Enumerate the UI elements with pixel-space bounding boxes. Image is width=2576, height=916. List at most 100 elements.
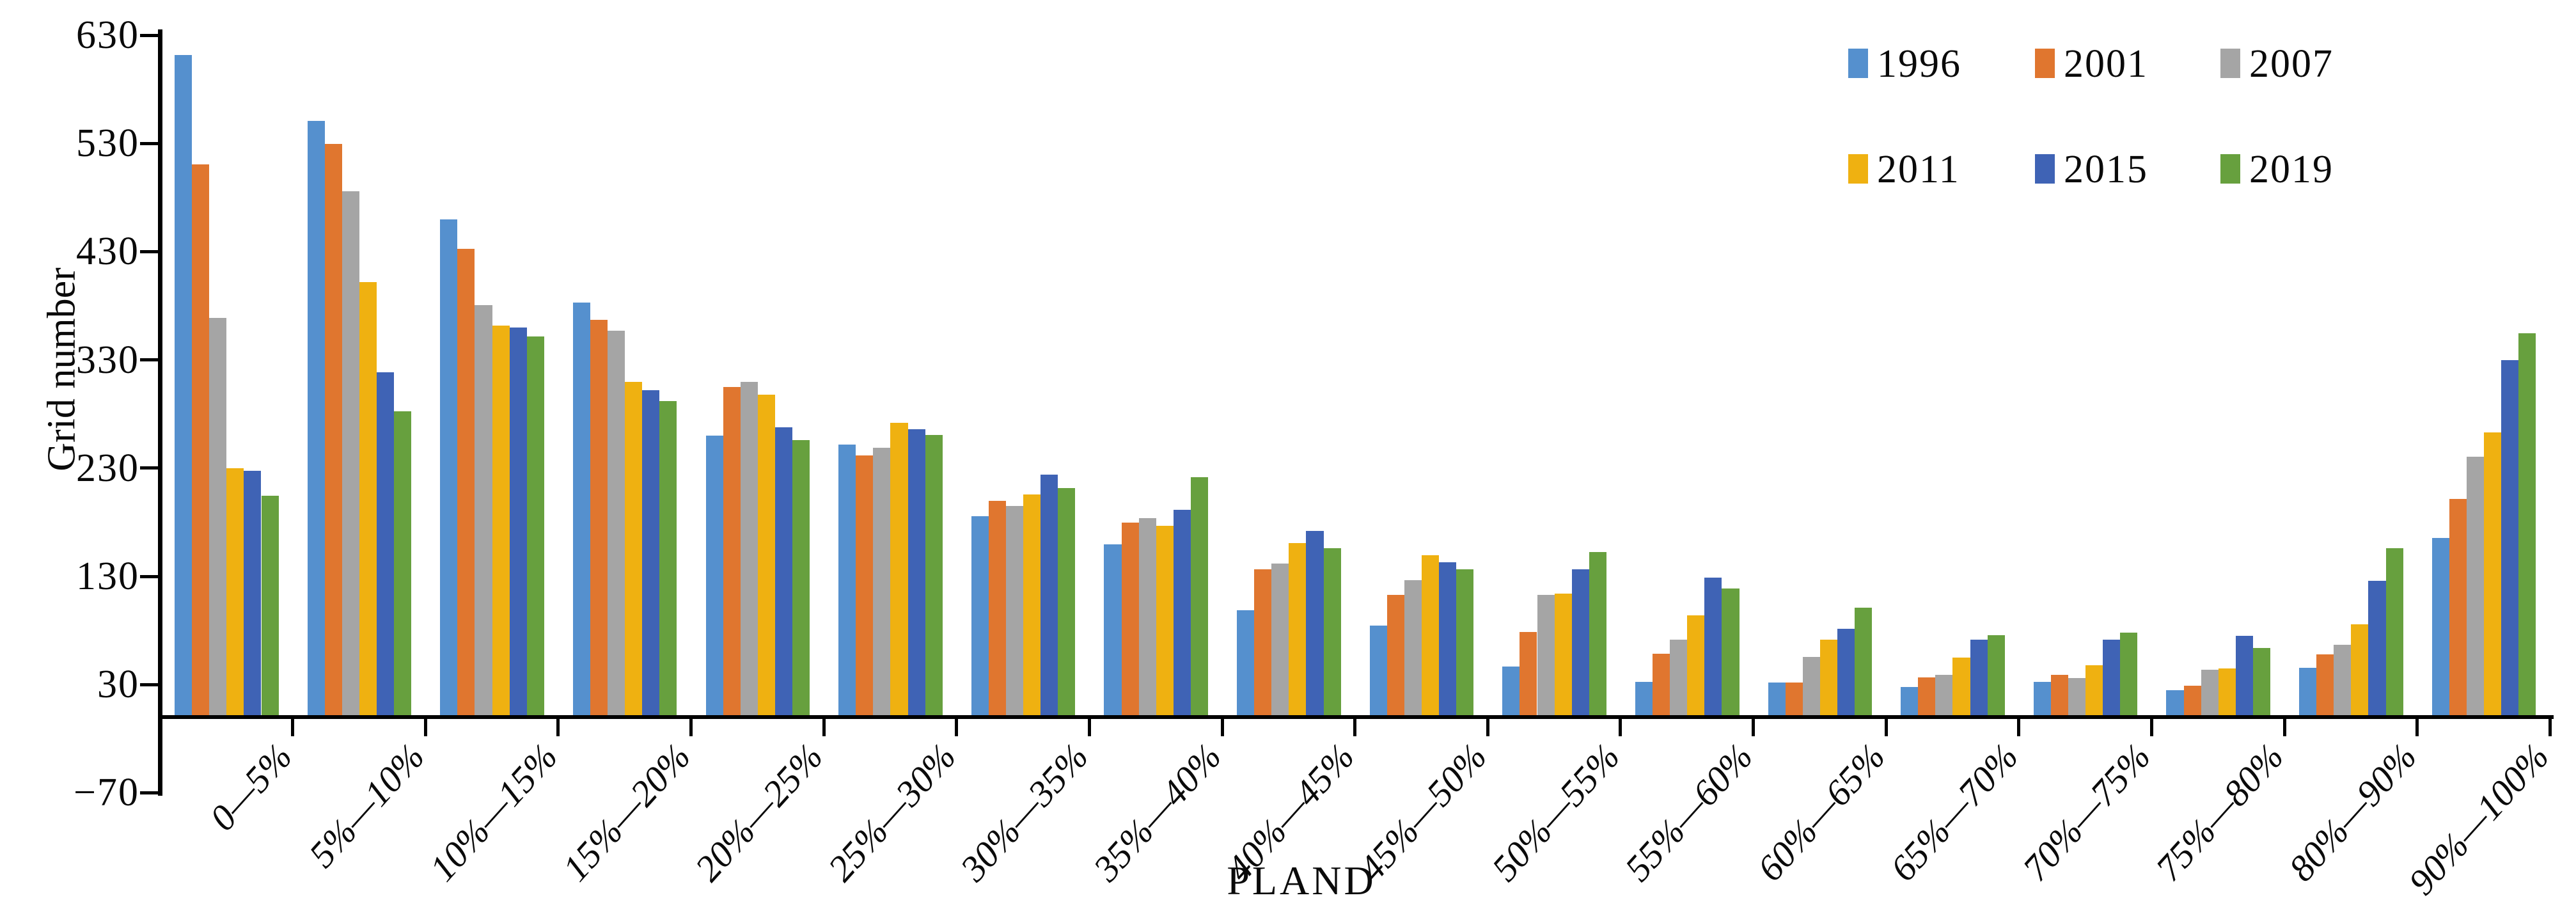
bar-2001: [1386, 595, 1404, 715]
x-category-label: 60%—65%: [1749, 735, 1894, 889]
bar-2011: [2085, 665, 2103, 715]
x-category-label: 20%—25%: [687, 735, 831, 889]
bar-2011: [890, 423, 908, 715]
bar-2015: [1704, 578, 1722, 715]
y-tick-mark: [140, 791, 158, 794]
bar-2007: [1138, 518, 1156, 715]
x-category-label: 15%—20%: [554, 735, 698, 889]
legend-label: 2007: [2249, 42, 2334, 86]
bar-2007: [1537, 595, 1555, 715]
bar-2001: [856, 455, 874, 715]
bar-2011: [2218, 668, 2236, 715]
x-tick-mark: [689, 717, 693, 736]
x-tick-mark: [2282, 717, 2286, 736]
bar-2019: [1589, 551, 1606, 715]
x-category-label: 5%—10%: [301, 735, 433, 876]
bar-2007: [740, 381, 758, 715]
bar-2015: [1041, 475, 1058, 715]
legend-label: 1996: [1877, 42, 1961, 86]
x-tick-mark: [423, 717, 427, 736]
bar-1996: [2166, 690, 2184, 715]
bar-2019: [261, 495, 279, 715]
x-tick-mark: [822, 717, 826, 736]
x-category-label: 70%—75%: [2014, 735, 2159, 889]
bar-2001: [192, 164, 210, 715]
bar-2007: [1935, 675, 1953, 715]
y-tick-mark: [140, 466, 158, 470]
bar-2015: [1970, 639, 1988, 715]
y-tick-mark: [140, 574, 158, 578]
bar-2011: [492, 325, 510, 715]
bar-2019: [2518, 333, 2536, 715]
bar-2015: [377, 372, 395, 715]
x-tick-mark: [955, 717, 959, 736]
bar-2011: [625, 381, 643, 715]
bar-2019: [1855, 608, 1873, 715]
y-tick-mark: [140, 141, 158, 145]
bar-1996: [440, 219, 458, 715]
bar-2007: [873, 448, 891, 715]
bar-1996: [572, 303, 590, 715]
bar-2015: [244, 470, 262, 715]
bar-2011: [2484, 432, 2502, 715]
bar-2007: [1271, 564, 1289, 715]
x-tick-mark: [1619, 717, 1622, 736]
x-category-label: 65%—70%: [1881, 735, 2026, 889]
x-tick-mark: [1486, 717, 1489, 736]
bar-2001: [324, 143, 342, 715]
bar-2015: [1173, 509, 1191, 715]
legend-swatch-icon: [2035, 49, 2055, 78]
x-category-label: 30%—35%: [952, 735, 1097, 889]
x-category-label: 50%—55%: [1483, 735, 1628, 889]
bar-2019: [659, 401, 677, 715]
bar-1996: [1635, 681, 1653, 715]
bar-2001: [1785, 683, 1803, 715]
bar-1996: [2431, 537, 2449, 715]
x-axis-title: PLAND: [1227, 858, 1376, 903]
y-tick-label: 130: [76, 555, 139, 599]
y-tick-mark: [140, 249, 158, 253]
bar-2011: [1554, 594, 1572, 715]
x-tick-mark: [158, 717, 162, 736]
bar-1996: [1768, 683, 1786, 715]
legend-label: 2001: [2064, 42, 2148, 86]
bar-2001: [1254, 569, 1272, 715]
legend-swatch-icon: [2220, 154, 2240, 184]
bar-1996: [1502, 666, 1520, 715]
bar-2001: [1121, 522, 1139, 715]
y-tick-label: 230: [76, 446, 139, 490]
y-axis-title: Grid number: [40, 267, 84, 471]
bar-2011: [1289, 542, 1307, 715]
bar-2019: [394, 411, 412, 715]
bar-2007: [1802, 656, 1820, 715]
bar-1996: [2299, 667, 2317, 715]
legend-swatch-icon: [2035, 154, 2055, 184]
bar-2011: [1819, 639, 1837, 715]
bar-2019: [1722, 588, 1740, 715]
bar-2001: [1918, 677, 1936, 715]
legend-swatch-icon: [1848, 49, 1868, 78]
bar-1996: [705, 436, 723, 715]
bar-2015: [774, 427, 792, 715]
bar-2011: [1421, 555, 1440, 715]
bar-2011: [757, 395, 775, 715]
x-tick-mark: [1087, 717, 1091, 736]
bar-1996: [2033, 681, 2051, 715]
bar-2001: [590, 320, 608, 715]
bar-2001: [2050, 675, 2068, 715]
x-tick-mark: [1353, 717, 1357, 736]
bar-2019: [526, 336, 544, 715]
legend-label: 2011: [1877, 148, 1960, 191]
y-tick-label: −70: [74, 771, 139, 815]
bar-2015: [1571, 569, 1589, 715]
x-category-label: 0—5%: [201, 735, 300, 839]
bar-2015: [907, 429, 925, 715]
bar-2001: [2316, 654, 2334, 715]
x-category-label: 10%—15%: [421, 735, 565, 889]
bar-2001: [1520, 631, 1537, 715]
bar-1996: [307, 121, 325, 715]
bar-2019: [1456, 569, 1474, 715]
bar-2007: [2068, 678, 2086, 715]
bar-2001: [723, 387, 741, 715]
x-category-label: 35%—40%: [1085, 735, 1230, 889]
